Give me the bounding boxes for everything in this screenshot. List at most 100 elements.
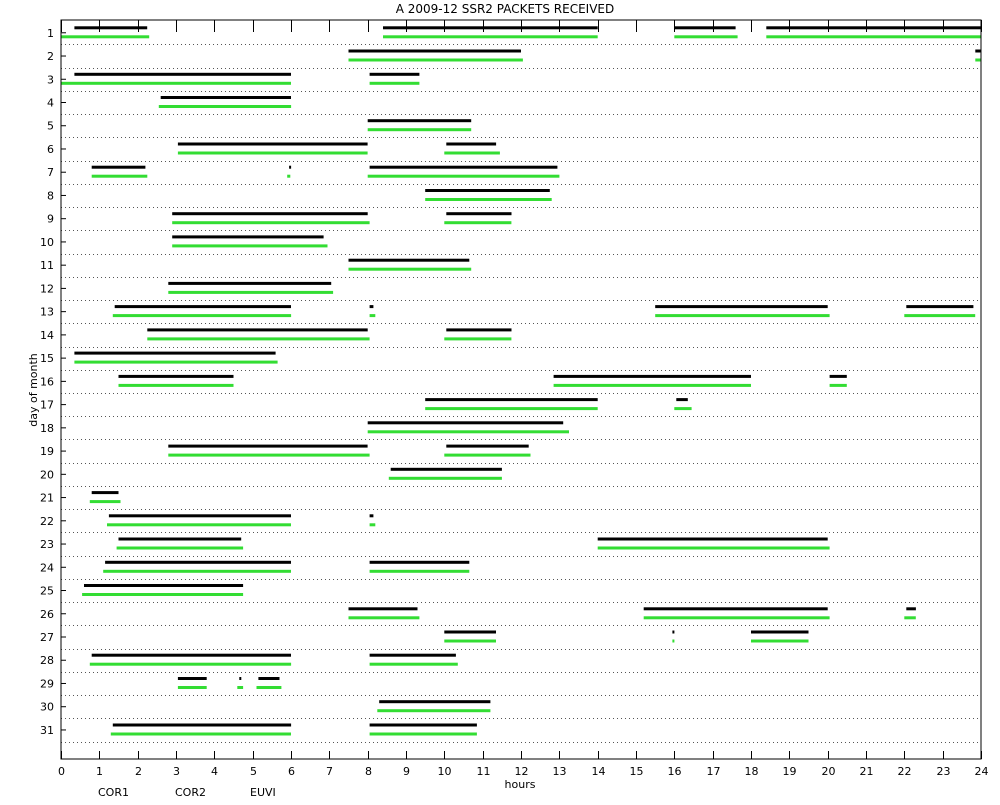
day-tick-label: 26: [40, 608, 54, 621]
day-tick-label: 4: [47, 96, 54, 109]
cor1-interval-bar: [348, 607, 418, 611]
cor1-interval-bar: [177, 677, 207, 680]
cor1-interval-bar: [74, 351, 276, 355]
euvi-interval-bar: [444, 639, 496, 643]
day-tick-label: 31: [40, 724, 54, 737]
cor1-interval-bar: [369, 305, 374, 309]
cor1-interval-bar: [172, 212, 368, 216]
cor1-interval-bar: [168, 444, 368, 448]
hour-tick-label: 21: [860, 765, 874, 778]
day-tick-label: 20: [40, 468, 54, 481]
cor1-interval-bar: [91, 165, 146, 169]
day-tick-label: 12: [40, 282, 54, 295]
euvi-interval-bar: [118, 383, 234, 387]
euvi-interval-bar: [177, 686, 207, 689]
cor1-interval-bar: [369, 514, 374, 518]
hour-tick-label: 8: [365, 765, 372, 778]
euvi-interval-bar: [168, 453, 370, 457]
cor1-interval-bar: [112, 723, 292, 727]
cor1-interval-bar: [118, 374, 234, 378]
hour-tick-label: 18: [745, 765, 759, 778]
day-tick-label: 5: [47, 120, 54, 133]
hour-tick-label: 6: [288, 765, 295, 778]
euvi-interval-bar: [829, 383, 847, 387]
cor1-interval-bar: [446, 212, 512, 216]
euvi-interval-bar: [116, 546, 244, 550]
hour-tick-label: 10: [438, 765, 452, 778]
cor1-interval-bar: [172, 235, 324, 239]
euvi-interval-bar: [674, 35, 738, 39]
euvi-interval-bar: [444, 151, 500, 155]
cor1-interval-bar: [147, 328, 368, 332]
euvi-interval-bar: [61, 81, 291, 85]
hour-tick-label: 15: [630, 765, 644, 778]
legend-cor2: COR2: [175, 786, 206, 799]
euvi-interval-bar: [172, 244, 328, 248]
day-tick-label: 15: [40, 352, 54, 365]
hour-tick-label: 2: [135, 765, 142, 778]
hour-tick-label: 0: [58, 765, 65, 778]
cor1-interval-bar: [369, 653, 456, 657]
euvi-interval-bar: [74, 360, 278, 364]
hour-tick-label: 11: [477, 765, 491, 778]
cor1-interval-bar: [369, 72, 420, 76]
plot-frame: [60, 19, 982, 760]
day-tick-label: 29: [40, 677, 54, 690]
day-tick-label: 27: [40, 631, 54, 644]
cor1-interval-bar: [91, 653, 291, 657]
cor1-interval-bar: [369, 165, 558, 169]
euvi-interval-bar: [444, 453, 531, 457]
day-tick-label: 30: [40, 701, 54, 714]
day-tick-label: 28: [40, 654, 54, 667]
hour-tick-label: 22: [898, 765, 912, 778]
euvi-interval-bar: [89, 500, 121, 504]
hour-tick-label: 16: [668, 765, 682, 778]
cor1-interval-bar: [105, 560, 291, 564]
euvi-interval-bar: [369, 662, 458, 666]
cor1-interval-bar: [643, 607, 828, 611]
day-tick-label: 10: [40, 236, 54, 249]
day-tick-label: 22: [40, 515, 54, 528]
interval-bars: [61, 26, 982, 736]
cor1-interval-bar: [348, 49, 521, 53]
cor1-interval-bar: [597, 537, 828, 541]
cor1-interval-bar: [379, 700, 491, 704]
cor1-interval-bar: [108, 514, 292, 518]
x-axis-label: hours: [505, 778, 536, 791]
cor1-interval-bar: [160, 96, 291, 99]
hour-tick-label: 17: [707, 765, 721, 778]
cor1-interval-bar: [289, 165, 292, 169]
euvi-interval-bar: [369, 81, 420, 85]
euvi-interval-bar: [110, 732, 291, 736]
cor1-interval-bar: [446, 444, 529, 448]
euvi-interval-bar: [367, 174, 560, 178]
euvi-interval-bar: [369, 523, 376, 527]
euvi-interval-bar: [256, 686, 282, 689]
cor1-interval-bar: [672, 630, 675, 634]
euvi-interval-bar: [553, 383, 751, 387]
euvi-interval-bar: [91, 174, 148, 178]
cor1-interval-bar: [975, 49, 982, 53]
euvi-interval-bar: [89, 662, 292, 666]
euvi-interval-bar: [107, 523, 291, 527]
day-tick-label: 19: [40, 445, 54, 458]
euvi-interval-bar: [237, 686, 244, 689]
euvi-interval-bar: [103, 569, 291, 573]
cor1-interval-bar: [74, 72, 292, 76]
legend-cor1: COR1: [98, 786, 129, 799]
euvi-interval-bar: [61, 35, 150, 39]
euvi-interval-bar: [904, 616, 916, 620]
cor1-interval-bar: [444, 630, 496, 634]
euvi-interval-bar: [674, 407, 692, 411]
euvi-interval-bar: [158, 105, 292, 108]
hour-tick-label: 12: [515, 765, 529, 778]
tick-layer: [61, 20, 982, 759]
euvi-interval-bar: [597, 546, 830, 550]
cor1-interval-bar: [367, 421, 564, 425]
cor1-interval-bar: [674, 26, 736, 30]
cor1-interval-bar: [367, 119, 472, 123]
day-tick-label: 18: [40, 422, 54, 435]
cor1-interval-bar: [655, 305, 828, 309]
